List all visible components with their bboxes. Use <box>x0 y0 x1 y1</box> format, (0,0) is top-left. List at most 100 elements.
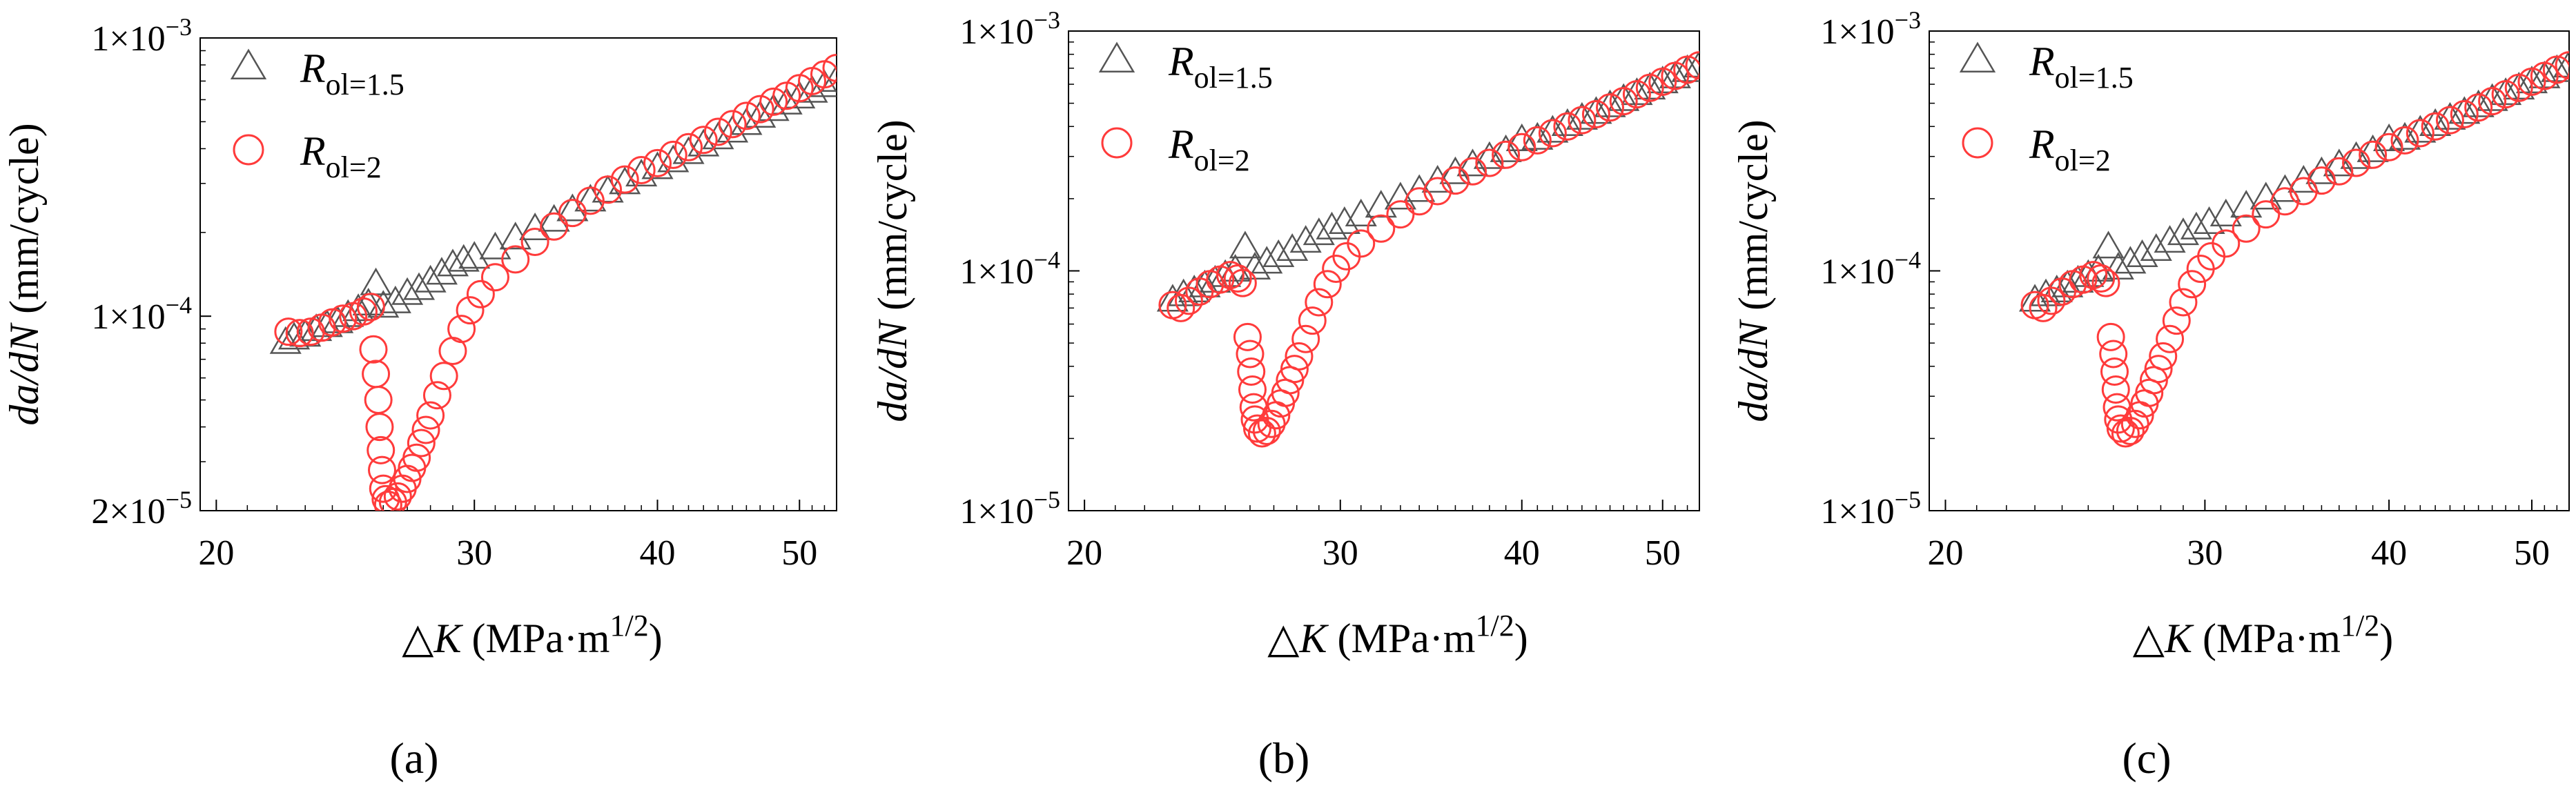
triangle-marker <box>391 277 424 305</box>
circle-marker <box>2087 264 2116 293</box>
triangle-marker <box>360 267 392 295</box>
circle-marker <box>558 199 587 228</box>
circle-marker <box>2450 100 2479 129</box>
circle-marker <box>1223 264 1252 293</box>
y-tick-label: 2×10−5 <box>91 486 192 531</box>
circle-marker <box>371 484 400 511</box>
circle-marker <box>2162 306 2191 335</box>
circle-marker <box>2374 132 2403 161</box>
circle-marker <box>356 293 385 322</box>
circle-marker <box>329 304 358 333</box>
x-label-close: ) <box>2379 616 2393 661</box>
triangle-marker <box>1276 233 1309 262</box>
y-tick-mantissa: 1×10 <box>1820 492 1894 531</box>
legend-sub: ol=1.5 <box>1194 61 1273 95</box>
triangle-marker <box>436 248 469 277</box>
x-tick-label: 50 <box>781 533 817 573</box>
triangle-marker <box>716 115 749 143</box>
circle-marker <box>1581 100 1610 129</box>
triangle-marker <box>2126 239 2158 267</box>
legend-name: R <box>300 46 326 91</box>
circle-marker <box>1596 93 1625 122</box>
circle-marker <box>274 317 303 346</box>
circle-marker <box>383 482 412 511</box>
series-circle <box>274 54 837 511</box>
triangle-marker <box>1580 96 1612 124</box>
circle-marker <box>1685 51 1699 80</box>
circle-marker <box>2156 324 2185 353</box>
triangle-marker <box>414 264 447 293</box>
circle-marker <box>732 101 761 130</box>
triangle-marker <box>1156 284 1189 312</box>
y-tick-label: 1×10−3 <box>959 6 1060 52</box>
triangle-marker <box>1490 134 1522 162</box>
x-tick-label: 50 <box>1645 533 1681 573</box>
circle-marker <box>674 132 703 161</box>
circle-marker <box>658 140 687 169</box>
triangle-marker <box>796 75 828 103</box>
circle-marker <box>1305 288 1334 317</box>
y-tick-mantissa: 1×10 <box>91 19 165 59</box>
circle-marker <box>1298 306 1327 335</box>
circle-marker <box>610 165 639 194</box>
circle-marker <box>411 415 440 444</box>
panel-label: (b) <box>1258 734 1310 783</box>
triangle-marker <box>808 69 837 97</box>
circle-marker <box>1291 324 1320 353</box>
x-label-delta: △ <box>2133 616 2165 661</box>
circle-marker <box>2478 87 2507 116</box>
y-tick-mantissa: 1×10 <box>959 12 1033 52</box>
circle-marker <box>2029 293 2058 322</box>
y-axis-label: da/dN (mm/cycle) <box>870 119 915 422</box>
legend-name: R <box>2029 121 2055 167</box>
x-tick-label: 20 <box>1066 533 1102 573</box>
circle-marker <box>2232 214 2261 243</box>
circle-marker <box>2111 419 2140 448</box>
x-tick-label: 30 <box>2187 533 2223 573</box>
circle-marker <box>2555 51 2569 80</box>
x-axis-label: △K (MPa·m1/2) <box>2133 609 2393 661</box>
y-tick-label: 1×10−4 <box>959 246 1060 292</box>
circle-marker <box>2178 270 2207 299</box>
x-label-unit: (MPa·m <box>2192 616 2341 661</box>
legend-triangle-icon <box>1098 41 1135 73</box>
y-label-unit: (mm/cycle) <box>1730 119 1776 321</box>
triangle-marker <box>367 290 400 318</box>
y-tick-exponent: −3 <box>1895 6 1921 34</box>
legend-name: R <box>1168 121 1194 167</box>
x-tick-label: 50 <box>2514 533 2550 573</box>
y-tick-mantissa: 1×10 <box>959 253 1033 292</box>
x-tick-label: 20 <box>198 533 234 573</box>
y-tick-label: 1×10−3 <box>91 13 192 59</box>
legend-triangle-icon <box>230 48 267 80</box>
legend-sub: ol=2 <box>2055 144 2111 177</box>
circle-marker <box>1622 80 1651 109</box>
circle-marker <box>1238 375 1267 404</box>
plot-area <box>2018 50 2569 448</box>
y-tick-label: 1×10−5 <box>1820 486 1921 531</box>
y-tick-label: 1×10−4 <box>91 291 192 337</box>
circle-marker <box>1247 419 1276 448</box>
circle-marker <box>2406 119 2434 148</box>
triangle-marker <box>2340 141 2372 169</box>
triangle-marker <box>2167 217 2200 246</box>
circle-marker <box>1475 148 1504 177</box>
y-tick-exponent: −3 <box>166 13 192 41</box>
circle-marker <box>2542 55 2569 84</box>
triangle-marker <box>1229 230 1261 259</box>
y-tick-exponent: −5 <box>166 486 192 513</box>
legend-circle-icon <box>233 134 264 166</box>
circle-marker <box>1673 55 1699 84</box>
circle-marker <box>1228 268 1257 297</box>
circle-marker <box>1237 357 1266 386</box>
circle-marker <box>822 54 837 83</box>
x-axis-label: △K (MPa·m1/2) <box>402 609 662 661</box>
legend-circle-icon <box>1101 127 1133 159</box>
circle-marker <box>2101 375 2130 404</box>
circle-marker <box>1367 214 1396 243</box>
y-tick-mantissa: 1×10 <box>91 297 165 337</box>
circle-marker <box>2144 355 2173 384</box>
circle-marker <box>373 490 402 511</box>
y-tick-mantissa: 2×10 <box>91 492 165 531</box>
